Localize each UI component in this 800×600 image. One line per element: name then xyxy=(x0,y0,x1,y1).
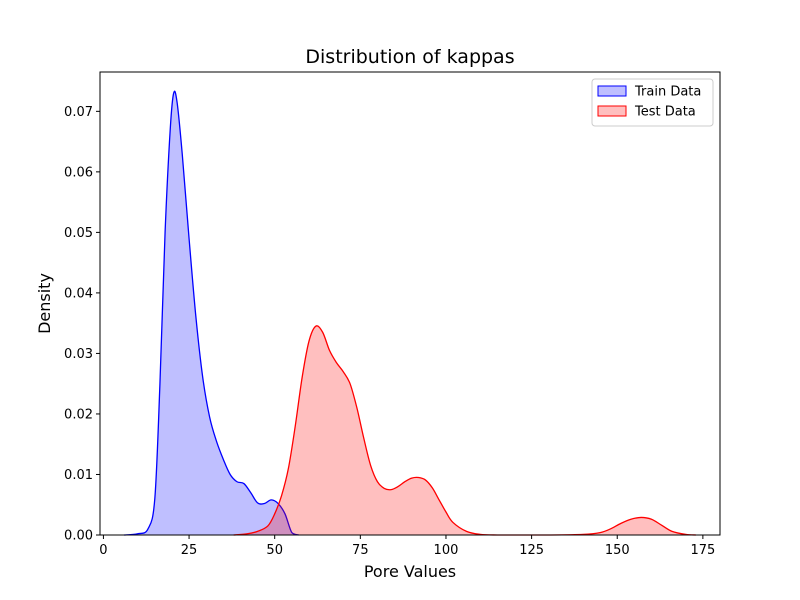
x-tick-label: 75 xyxy=(352,543,369,558)
y-tick-label: 0.02 xyxy=(64,407,93,422)
x-tick-label: 175 xyxy=(690,543,715,558)
x-tick-label: 0 xyxy=(99,543,107,558)
legend-swatch-train-data xyxy=(597,85,627,97)
plot-frame xyxy=(99,71,721,536)
y-tick-label: 0.04 xyxy=(64,286,93,301)
y-tick-label: 0.00 xyxy=(64,529,93,544)
y-tick-label: 0.01 xyxy=(64,468,93,483)
y-tick-label: 0.06 xyxy=(64,165,93,180)
y-tick-label: 0.05 xyxy=(64,226,93,241)
x-tick-label: 150 xyxy=(605,543,630,558)
y-axis-label: Density xyxy=(35,273,54,334)
legend-label-test-data: Test Data xyxy=(634,105,696,120)
test-data-density-area xyxy=(233,325,697,535)
test-data-density-line xyxy=(233,325,697,536)
legend-swatch-test-data xyxy=(597,105,627,117)
chart-title: Distribution of kappas xyxy=(305,46,514,68)
x-tick-label: 100 xyxy=(434,543,459,558)
x-axis-ticks: 0 25 50 75 100 125 150 175 xyxy=(99,535,715,558)
legend: Train Data Test Data xyxy=(591,78,714,127)
train-data-density-line xyxy=(123,90,299,536)
series-layer xyxy=(123,90,697,536)
y-tick-label: 0.03 xyxy=(64,347,93,362)
x-tick-label: 25 xyxy=(181,543,198,558)
x-tick-label: 50 xyxy=(266,543,283,558)
y-tick-label: 0.07 xyxy=(64,105,93,120)
train-data-density-area xyxy=(123,91,299,535)
y-axis-ticks: 0.00 0.01 0.02 0.03 0.04 0.05 0.06 0.07 xyxy=(64,105,100,544)
x-axis-label: Pore Values xyxy=(364,562,456,581)
legend-box xyxy=(591,78,714,127)
legend-label-train-data: Train Data xyxy=(634,85,701,100)
x-tick-label: 125 xyxy=(519,543,544,558)
